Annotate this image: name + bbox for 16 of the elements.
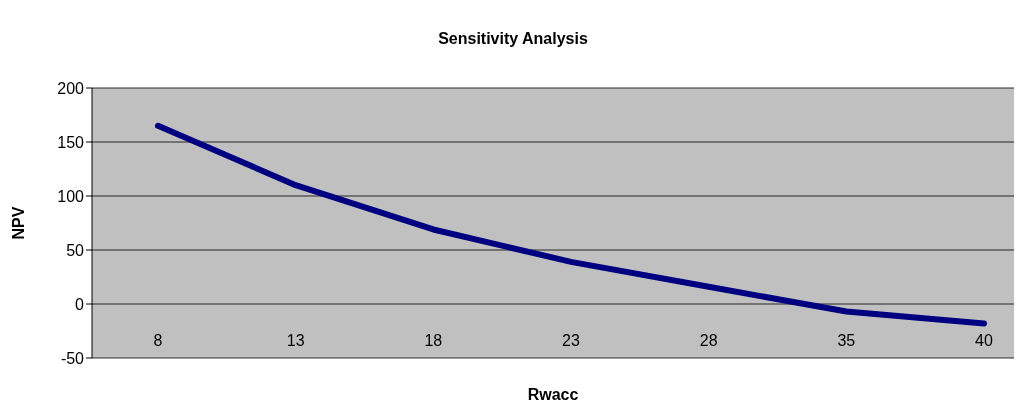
y-tick-label: 50: [66, 241, 85, 259]
chart-title: Sensitivity Analysis: [437, 29, 589, 49]
y-axis-title: NPV: [9, 206, 27, 240]
y-tick-label: 0: [75, 295, 85, 313]
y-tick-label: 200: [57, 79, 85, 97]
y-tick-label: -50: [60, 349, 85, 367]
y-tick-label: 100: [57, 187, 85, 205]
x-tick-label: 35: [837, 332, 856, 349]
x-tick-label: 18: [424, 332, 443, 349]
x-tick-label: 28: [699, 332, 718, 349]
x-tick-label: 8: [153, 332, 163, 349]
x-tick-label: 23: [562, 332, 580, 349]
x-tick-label: 40: [975, 332, 993, 349]
x-axis-title: Rwacc: [527, 386, 579, 403]
x-tick-label: 13: [286, 332, 305, 349]
y-tick-label: 150: [57, 133, 85, 151]
